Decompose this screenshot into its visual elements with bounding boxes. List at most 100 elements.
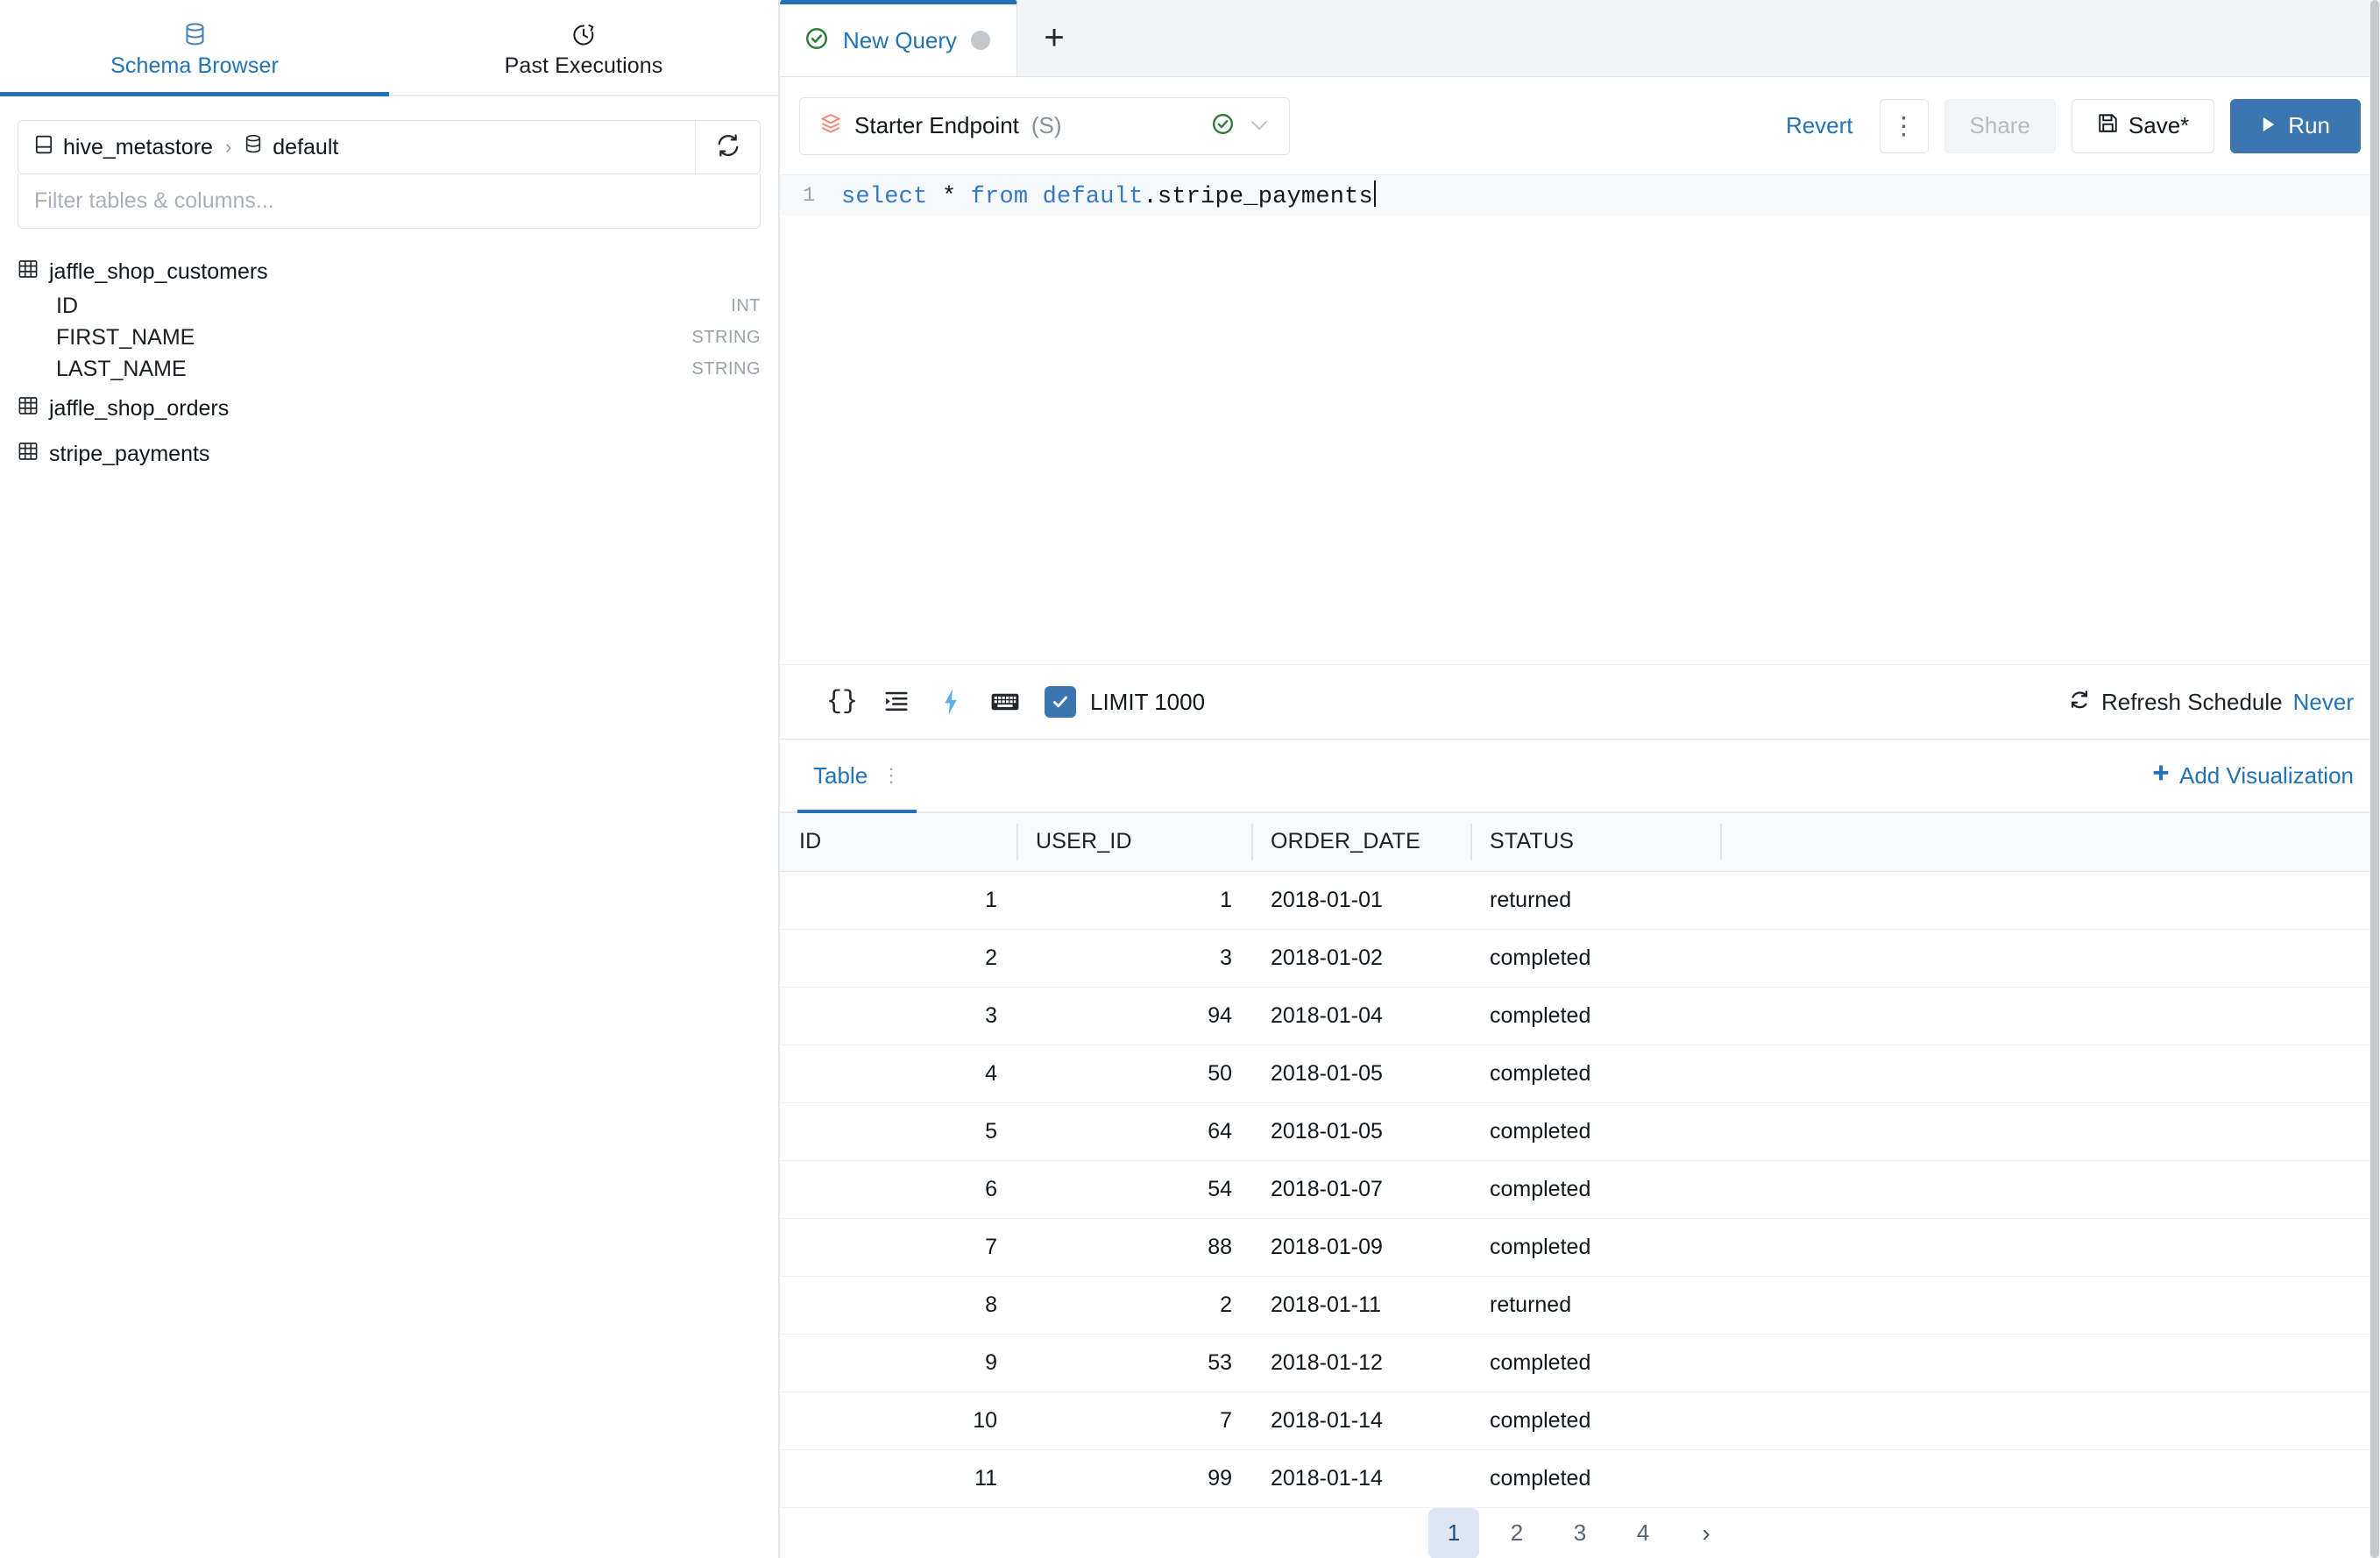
- results-tab-table[interactable]: Table ⋮: [797, 739, 917, 814]
- cell-spacer: [1720, 1334, 2380, 1392]
- sidebar-tab-label: Past Executions: [504, 53, 663, 78]
- limit-toggle[interactable]: LIMIT 1000: [1045, 686, 1205, 718]
- more-options-button[interactable]: ⋮: [1879, 98, 1929, 153]
- tree-table-jaffle-shop-customers[interactable]: jaffle_shop_customers: [18, 253, 761, 290]
- schema-icon: [244, 134, 263, 161]
- cell-user-id: 50: [1016, 1045, 1251, 1103]
- cell-user-id: 54: [1016, 1160, 1251, 1219]
- endpoint-status-group: [1211, 112, 1270, 140]
- page-button-1[interactable]: 1: [1428, 1507, 1479, 1558]
- table-row[interactable]: 7 88 2018-01-09 completed: [780, 1218, 2380, 1277]
- check-circle-icon: [804, 26, 829, 55]
- cell-id: 8: [780, 1276, 1016, 1335]
- table-row[interactable]: 4 50 2018-01-05 completed: [780, 1045, 2380, 1103]
- chevron-down-icon[interactable]: [1249, 115, 1270, 138]
- tree-column-first-name[interactable]: FIRST_NAME STRING: [18, 322, 761, 353]
- cell-order-date: 2018-01-02: [1251, 929, 1470, 988]
- lightning-icon[interactable]: [924, 675, 978, 729]
- pagination: 1 2 3 4 ›: [780, 1507, 2380, 1558]
- table-row[interactable]: 9 53 2018-01-12 completed: [780, 1334, 2380, 1392]
- cell-status: completed: [1470, 1045, 1720, 1103]
- breadcrumb-schema[interactable]: default: [273, 134, 339, 159]
- results-table-head: ID USER_ID ORDER_DATE STATUS: [780, 813, 2380, 872]
- sql-code[interactable]: select * from default.stripe_payments: [829, 181, 1376, 210]
- breadcrumb[interactable]: hive_metastore › default: [18, 121, 695, 174]
- breadcrumb-bar: hive_metastore › default: [18, 120, 761, 174]
- tree-column-label: ID: [56, 293, 78, 318]
- cell-id: 4: [780, 1045, 1016, 1103]
- cell-status: completed: [1470, 929, 1720, 988]
- floppy-disk-icon: [2097, 112, 2119, 140]
- schema-tree: jaffle_shop_customers ID INT FIRST_NAME …: [0, 253, 778, 472]
- results-header-row: ID USER_ID ORDER_DATE STATUS: [780, 813, 2380, 872]
- table-row[interactable]: 8 2 2018-01-11 returned: [780, 1276, 2380, 1335]
- share-button[interactable]: Share: [1944, 98, 2056, 153]
- add-visualization-button[interactable]: Add Visualization: [2151, 762, 2354, 790]
- cell-id: 3: [780, 987, 1016, 1045]
- tree-table-jaffle-shop-orders[interactable]: jaffle_shop_orders: [18, 390, 761, 427]
- sql-editor[interactable]: 1 select * from default.stripe_payments: [780, 175, 2380, 664]
- cell-id: 10: [780, 1392, 1016, 1450]
- query-tab-new-query[interactable]: New Query: [780, 0, 1018, 76]
- endpoint-selector[interactable]: Starter Endpoint (S): [799, 96, 1290, 155]
- format-braces-glyph: {}: [825, 687, 858, 717]
- editor-line-1[interactable]: 1 select * from default.stripe_payments: [780, 175, 2380, 216]
- table-row[interactable]: 3 94 2018-01-04 completed: [780, 987, 2380, 1045]
- endpoint-size: (S): [1031, 112, 1062, 138]
- sidebar-tab-label: Schema Browser: [110, 53, 279, 78]
- add-query-tab-button[interactable]: +: [1017, 0, 1091, 76]
- refresh-schedule-label: Refresh Schedule: [2100, 688, 2283, 715]
- tree-column-id[interactable]: ID INT: [18, 290, 761, 322]
- sql-token-schema: default: [1042, 184, 1144, 210]
- page-button-3[interactable]: 3: [1573, 1519, 1587, 1546]
- tree-table-stripe-payments[interactable]: stripe_payments: [18, 436, 761, 472]
- cell-status: completed: [1470, 1392, 1720, 1450]
- column-header-status[interactable]: STATUS: [1470, 813, 1720, 872]
- keyboard-icon[interactable]: [978, 675, 1032, 729]
- cell-order-date: 2018-01-05: [1251, 1045, 1470, 1103]
- unsaved-indicator-dot[interactable]: [971, 31, 991, 50]
- results-tab-kebab-icon[interactable]: ⋮: [882, 764, 902, 786]
- sidebar-tab-past-executions[interactable]: Past Executions: [389, 0, 778, 95]
- format-braces-icon[interactable]: {}: [815, 675, 869, 729]
- table-row[interactable]: 5 64 2018-01-05 completed: [780, 1102, 2380, 1161]
- table-row[interactable]: 6 54 2018-01-07 completed: [780, 1160, 2380, 1219]
- limit-checkbox[interactable]: [1045, 686, 1076, 718]
- results-tab-label: Table: [813, 761, 868, 789]
- cell-spacer: [1720, 1160, 2380, 1219]
- run-button[interactable]: Run: [2230, 98, 2361, 153]
- scrollbar-thumb[interactable]: [2370, 0, 2379, 1558]
- table-row[interactable]: 11 99 2018-01-14 completed: [780, 1449, 2380, 1508]
- next-page-button[interactable]: ›: [1702, 1519, 1711, 1547]
- table-row[interactable]: 2 3 2018-01-02 completed: [780, 929, 2380, 988]
- tree-column-last-name[interactable]: LAST_NAME STRING: [18, 353, 761, 385]
- column-header-order-date[interactable]: ORDER_DATE: [1251, 813, 1470, 872]
- revert-button[interactable]: Revert: [1785, 112, 1853, 138]
- refresh-schedule-value[interactable]: Never: [2292, 688, 2354, 715]
- table-row[interactable]: 1 1 2018-01-01 returned: [780, 871, 2380, 930]
- results-table: ID USER_ID ORDER_DATE STATUS 1 1 2018-01…: [780, 813, 2380, 1508]
- tree-table-label: jaffle_shop_orders: [49, 395, 230, 421]
- breadcrumb-catalog[interactable]: hive_metastore: [63, 134, 213, 159]
- page-button-2[interactable]: 2: [1510, 1519, 1524, 1546]
- indent-icon[interactable]: [869, 675, 924, 729]
- cell-status: completed: [1470, 987, 1720, 1045]
- query-main-panel: New Query + Starter Endpoint (S): [780, 0, 2380, 1558]
- table-row[interactable]: 10 7 2018-01-14 completed: [780, 1392, 2380, 1450]
- refresh-schedule-group: Refresh Schedule Never: [2068, 687, 2354, 718]
- tree-column-label: FIRST_NAME: [56, 324, 195, 350]
- page-button-4[interactable]: 4: [1636, 1519, 1650, 1546]
- save-button[interactable]: Save*: [2071, 98, 2215, 153]
- column-header-spacer: [1720, 813, 2380, 872]
- vertical-scrollbar[interactable]: [2369, 0, 2380, 1558]
- column-header-id[interactable]: ID: [780, 813, 1016, 872]
- cell-user-id: 7: [1016, 1392, 1251, 1450]
- sidebar-tab-schema-browser[interactable]: Schema Browser: [0, 0, 389, 96]
- filter-tables-box[interactable]: [18, 174, 761, 229]
- refresh-schema-button[interactable]: [695, 121, 760, 174]
- cell-order-date: 2018-01-11: [1251, 1276, 1470, 1335]
- cell-spacer: [1720, 929, 2380, 988]
- column-header-user-id[interactable]: USER_ID: [1016, 813, 1251, 872]
- results-table-body: 1 1 2018-01-01 returned 2 3 2018-01-02 c…: [780, 871, 2380, 1508]
- filter-tables-input[interactable]: [34, 188, 744, 214]
